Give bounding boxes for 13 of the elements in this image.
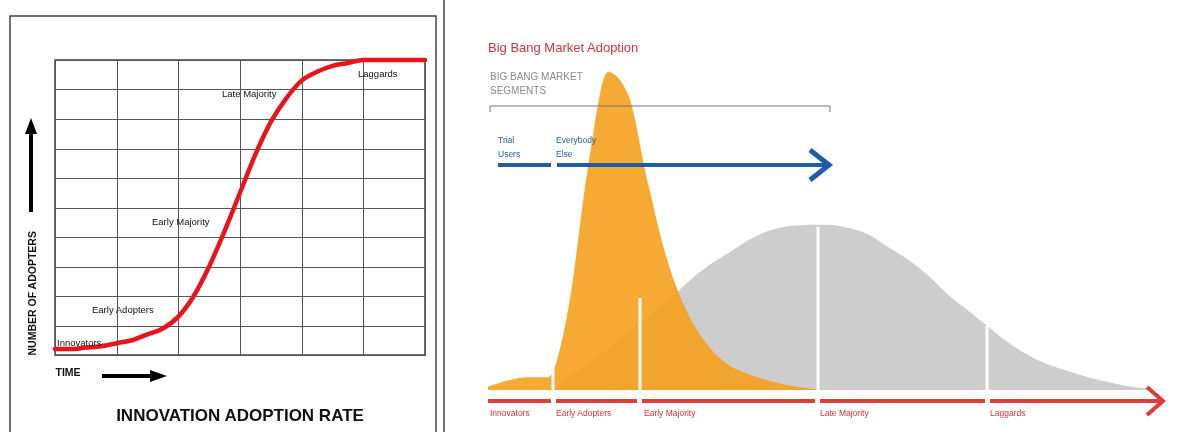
annotation: Late Majority: [222, 88, 277, 99]
annotation: Innovators: [57, 337, 102, 348]
x-axis-title: TIME: [55, 365, 81, 378]
text: Laggards: [990, 408, 1026, 418]
chart-title: Big Bang Market Adoption: [488, 40, 639, 55]
text: Late Majority: [820, 408, 870, 418]
annotation: BIG BANG MARKET SEGMENTS: [490, 71, 583, 96]
text: INNOVATION ADOPTION RATE: [116, 405, 364, 425]
text: Early Adopters: [556, 408, 612, 418]
annotation: Trial Users: [498, 135, 521, 159]
text: Innovators: [490, 408, 530, 418]
y-axis-title: NUMBER OF ADOPTERS: [25, 231, 38, 356]
text: Early Majority: [644, 408, 697, 418]
